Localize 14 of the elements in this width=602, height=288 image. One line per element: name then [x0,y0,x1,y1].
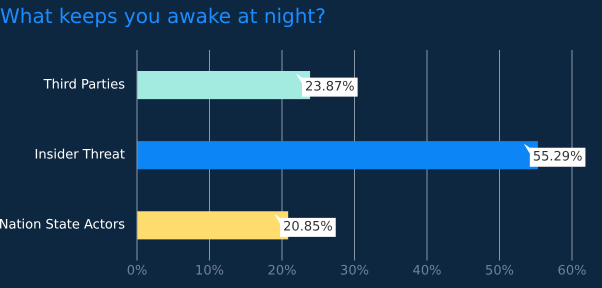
y-tick-label: Third Parties [42,77,126,92]
data-label: 20.85% [283,220,333,235]
data-label: 23.87% [305,79,355,94]
data-label: 55.29% [532,150,582,165]
x-tick-label: 10% [195,264,224,279]
x-tick-label: 0% [126,264,148,279]
y-tick-label: Nation State Actors [0,218,126,233]
chart-title: What keeps you awake at night? [0,4,326,28]
x-tick-label: 30% [340,264,369,279]
x-tick-label: 60% [558,264,586,279]
x-tick-label: 20% [268,264,296,279]
y-tick-label: Insider Threat [34,148,125,163]
x-tick-label: 50% [485,264,514,279]
x-tick-label: 40% [412,264,442,279]
